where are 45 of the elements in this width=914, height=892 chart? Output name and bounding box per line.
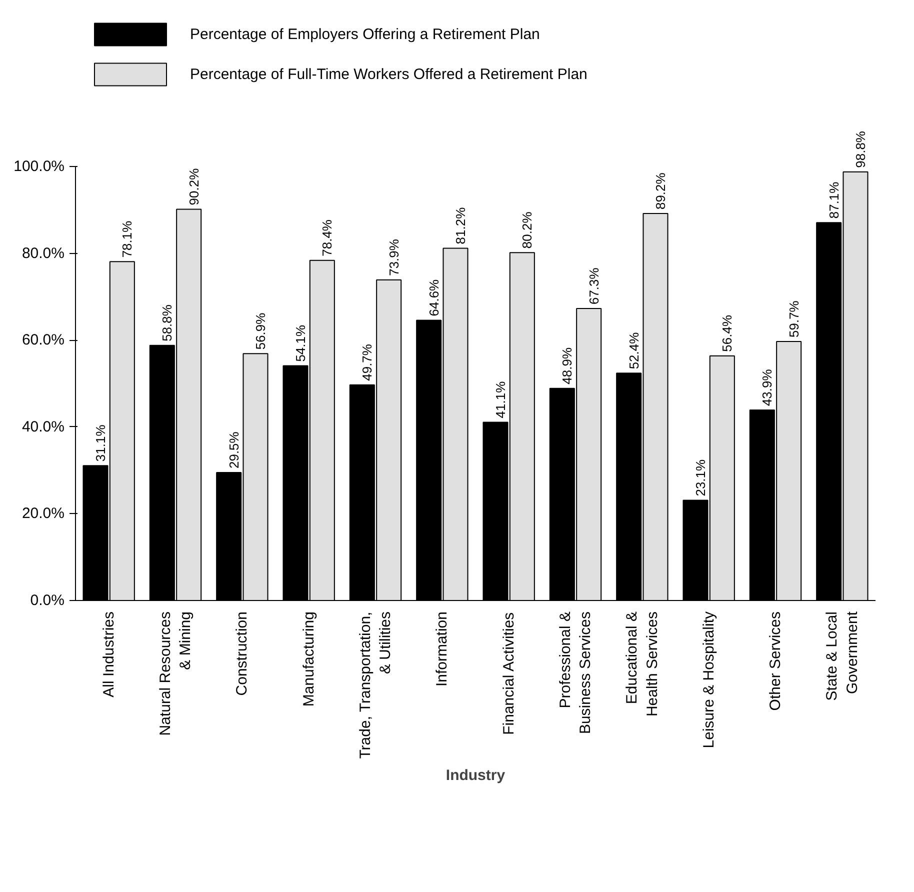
data-label: 98.8% [853, 130, 868, 168]
x-tick-label: Construction [234, 611, 251, 696]
x-tick-label: State & Local Government [823, 610, 861, 701]
data-label: 31.1% [93, 424, 108, 462]
y-tick-label: 40.0% [22, 418, 65, 436]
x-tick-label: Leisure & Hospitality [700, 611, 718, 748]
legend-label: Percentage of Full-Time Workers Offered a Retirement Plan [190, 66, 588, 82]
x-tick-label: Manufacturing [300, 611, 318, 707]
data-label: 58.8% [160, 304, 175, 342]
y-tick-label: 20.0% [22, 505, 65, 522]
data-label: 80.2% [520, 211, 535, 249]
data-label: 67.3% [586, 267, 602, 305]
data-label: 54.1% [293, 324, 308, 362]
y-tick-label: 60.0% [22, 332, 65, 349]
data-label: 90.2% [186, 168, 202, 206]
data-label: 52.4% [626, 332, 642, 370]
data-label: 89.2% [653, 172, 668, 210]
x-tick-label: Trade, Transportation, & Utilities [356, 611, 394, 759]
x-tick-label: Educational & Health Services [623, 611, 661, 717]
y-tick-label: 80.0% [22, 244, 65, 262]
data-label: 56.4% [720, 314, 735, 352]
data-label: 78.4% [320, 219, 335, 256]
x-tick-label: Other Services [767, 611, 784, 711]
data-label: 48.9% [560, 347, 575, 384]
data-label: 87.1% [826, 181, 842, 219]
data-label: 64.6% [426, 278, 442, 316]
y-tick-label: 0.0% [30, 592, 65, 609]
data-label: 78.1% [120, 220, 135, 258]
data-label: 41.1% [493, 380, 508, 418]
x-tick-label: Information [434, 611, 451, 687]
data-label: 23.1% [693, 458, 708, 496]
data-label: 73.9% [386, 238, 402, 276]
data-label: 29.5% [226, 431, 242, 469]
x-tick-label: Natural Resources & Mining [156, 612, 194, 736]
x-tick-label: All Industries [100, 611, 118, 698]
data-label: 56.9% [253, 312, 268, 350]
data-label: 81.2% [453, 206, 468, 244]
data-label: 49.7% [360, 344, 375, 381]
y-tick-label: 100.0% [14, 158, 64, 176]
x-axis-title: Industry [446, 766, 506, 784]
x-tick-label: Professional & Business Services [556, 611, 594, 734]
data-label: 59.7% [786, 300, 802, 338]
x-tick-label: Financial Activities [500, 612, 518, 735]
legend-label: Percentage of Employers Offering a Retirement Plan [190, 26, 540, 42]
data-label: 43.9% [760, 368, 775, 406]
